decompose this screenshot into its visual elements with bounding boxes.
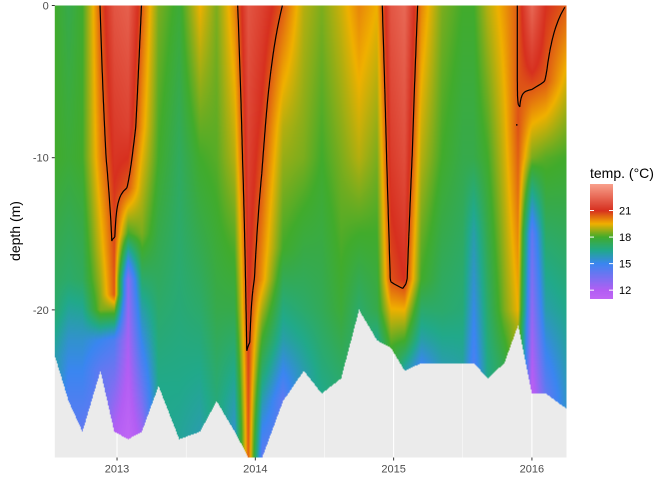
legend-label-2: 15 (619, 259, 631, 271)
temperature-field (54, 5, 567, 458)
y-tick-label-0: 0 (43, 1, 49, 13)
legend-label-3: 12 (619, 285, 631, 297)
legend-title: temp. (°C) (590, 165, 654, 181)
contour-line (99, 5, 566, 352)
y-tick-label-2: -20 (33, 305, 49, 317)
x-axis: 2013 2014 2015 2016 (105, 457, 544, 476)
x-tick-label-3: 2016 (520, 464, 544, 476)
x-tick-label-2: 2015 (381, 464, 405, 476)
legend-colorbar (590, 184, 613, 299)
legend-ticks: 21 18 15 12 (590, 206, 631, 297)
x-tick-label-0: 2013 (105, 464, 129, 476)
legend-label-1: 18 (619, 232, 631, 244)
y-axis-title: depth (m) (7, 201, 23, 261)
legend: temp. (°C) 21 18 15 12 (590, 165, 654, 299)
contour-21c (99, 5, 566, 352)
x-tick-label-1: 2014 (243, 464, 267, 476)
legend-label-0: 21 (619, 206, 631, 218)
y-tick-label-1: -10 (33, 153, 49, 165)
y-axis: 0 -10 -20 (33, 1, 55, 317)
